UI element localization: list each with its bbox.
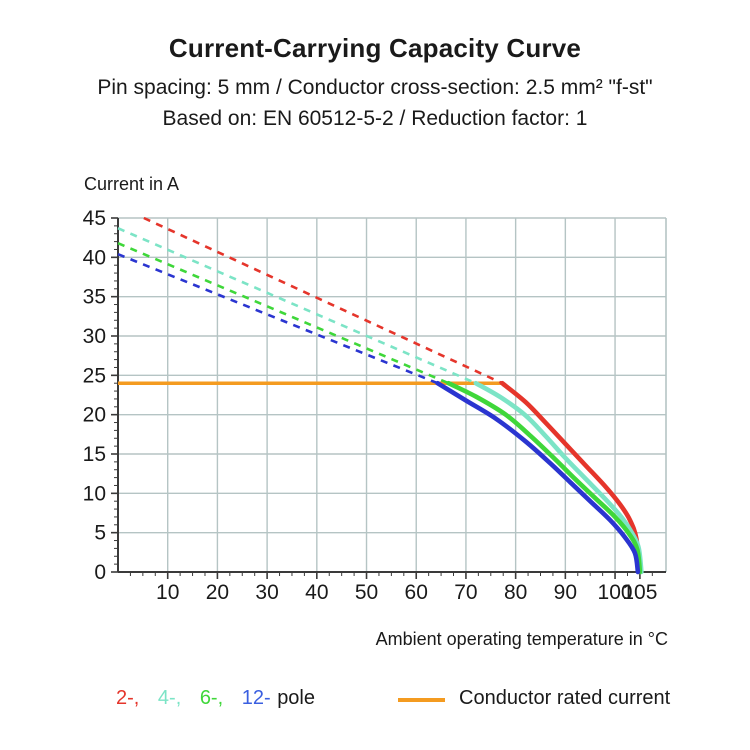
- y-tick-label: 15: [83, 443, 106, 466]
- y-axis-title: Current in A: [84, 174, 180, 194]
- legend-12-pole: 12-: [241, 687, 271, 709]
- x-tick-label: 10: [156, 581, 179, 604]
- y-tick-label: 0: [94, 561, 106, 584]
- legend-pole-suffix: pole: [277, 687, 315, 709]
- page-title: Current-Carrying Capacity Curve: [168, 33, 582, 63]
- y-tick-label: 10: [83, 482, 106, 505]
- y-tick-label: 30: [83, 325, 106, 348]
- rated-current-legend: Conductor rated current: [398, 687, 670, 710]
- legend-6-pole: 6-,: [199, 687, 224, 709]
- y-tick-label: 25: [83, 364, 106, 387]
- x-tick-label: 100: [598, 581, 633, 604]
- curve-solid-6-pole: [446, 380, 643, 575]
- y-tick-label: 45: [83, 207, 106, 230]
- y-tick-label: 35: [83, 286, 106, 309]
- x-tick-label: 60: [405, 581, 428, 604]
- rated-current-swatch: [398, 697, 445, 702]
- legend-4-pole: 4-,: [157, 687, 182, 709]
- x-tick-label: 50: [355, 581, 378, 604]
- y-tick-label: 20: [83, 404, 106, 427]
- rated-current-label: Conductor rated current: [459, 687, 671, 709]
- subtitle-pin-spacing: Pin spacing: 5 mm / Conductor cross-sect…: [97, 76, 653, 99]
- curve-dashed-4-pole: [117, 227, 477, 385]
- y-tick-label: 5: [94, 522, 106, 545]
- pole-legend: 2-, 4-, 6-, 12- pole: [116, 687, 315, 710]
- curve-dashed-6-pole: [117, 241, 450, 385]
- x-axis-title: Ambient operating temperature in °C: [375, 629, 668, 649]
- x-tick-label: 30: [255, 581, 278, 604]
- curve-solid-4-pole: [473, 380, 644, 575]
- curve-solid-2-pole: [499, 380, 642, 575]
- curve-dashed-2-pole: [143, 216, 503, 385]
- x-tick-label: 105: [622, 581, 657, 604]
- legend-2-pole: 2-,: [116, 687, 140, 709]
- x-tick-label: 70: [454, 581, 477, 604]
- y-tick-label: 40: [83, 246, 106, 269]
- curve-solid-12-pole: [435, 380, 641, 575]
- x-tick-label: 90: [554, 581, 577, 604]
- curve-dashed-12-pole: [117, 252, 439, 385]
- x-tick-label: 80: [504, 581, 527, 604]
- x-tick-label: 40: [305, 581, 328, 604]
- subtitle-standard: Based on: EN 60512-5-2 / Reduction facto…: [162, 107, 588, 130]
- x-tick-label: 20: [206, 581, 229, 604]
